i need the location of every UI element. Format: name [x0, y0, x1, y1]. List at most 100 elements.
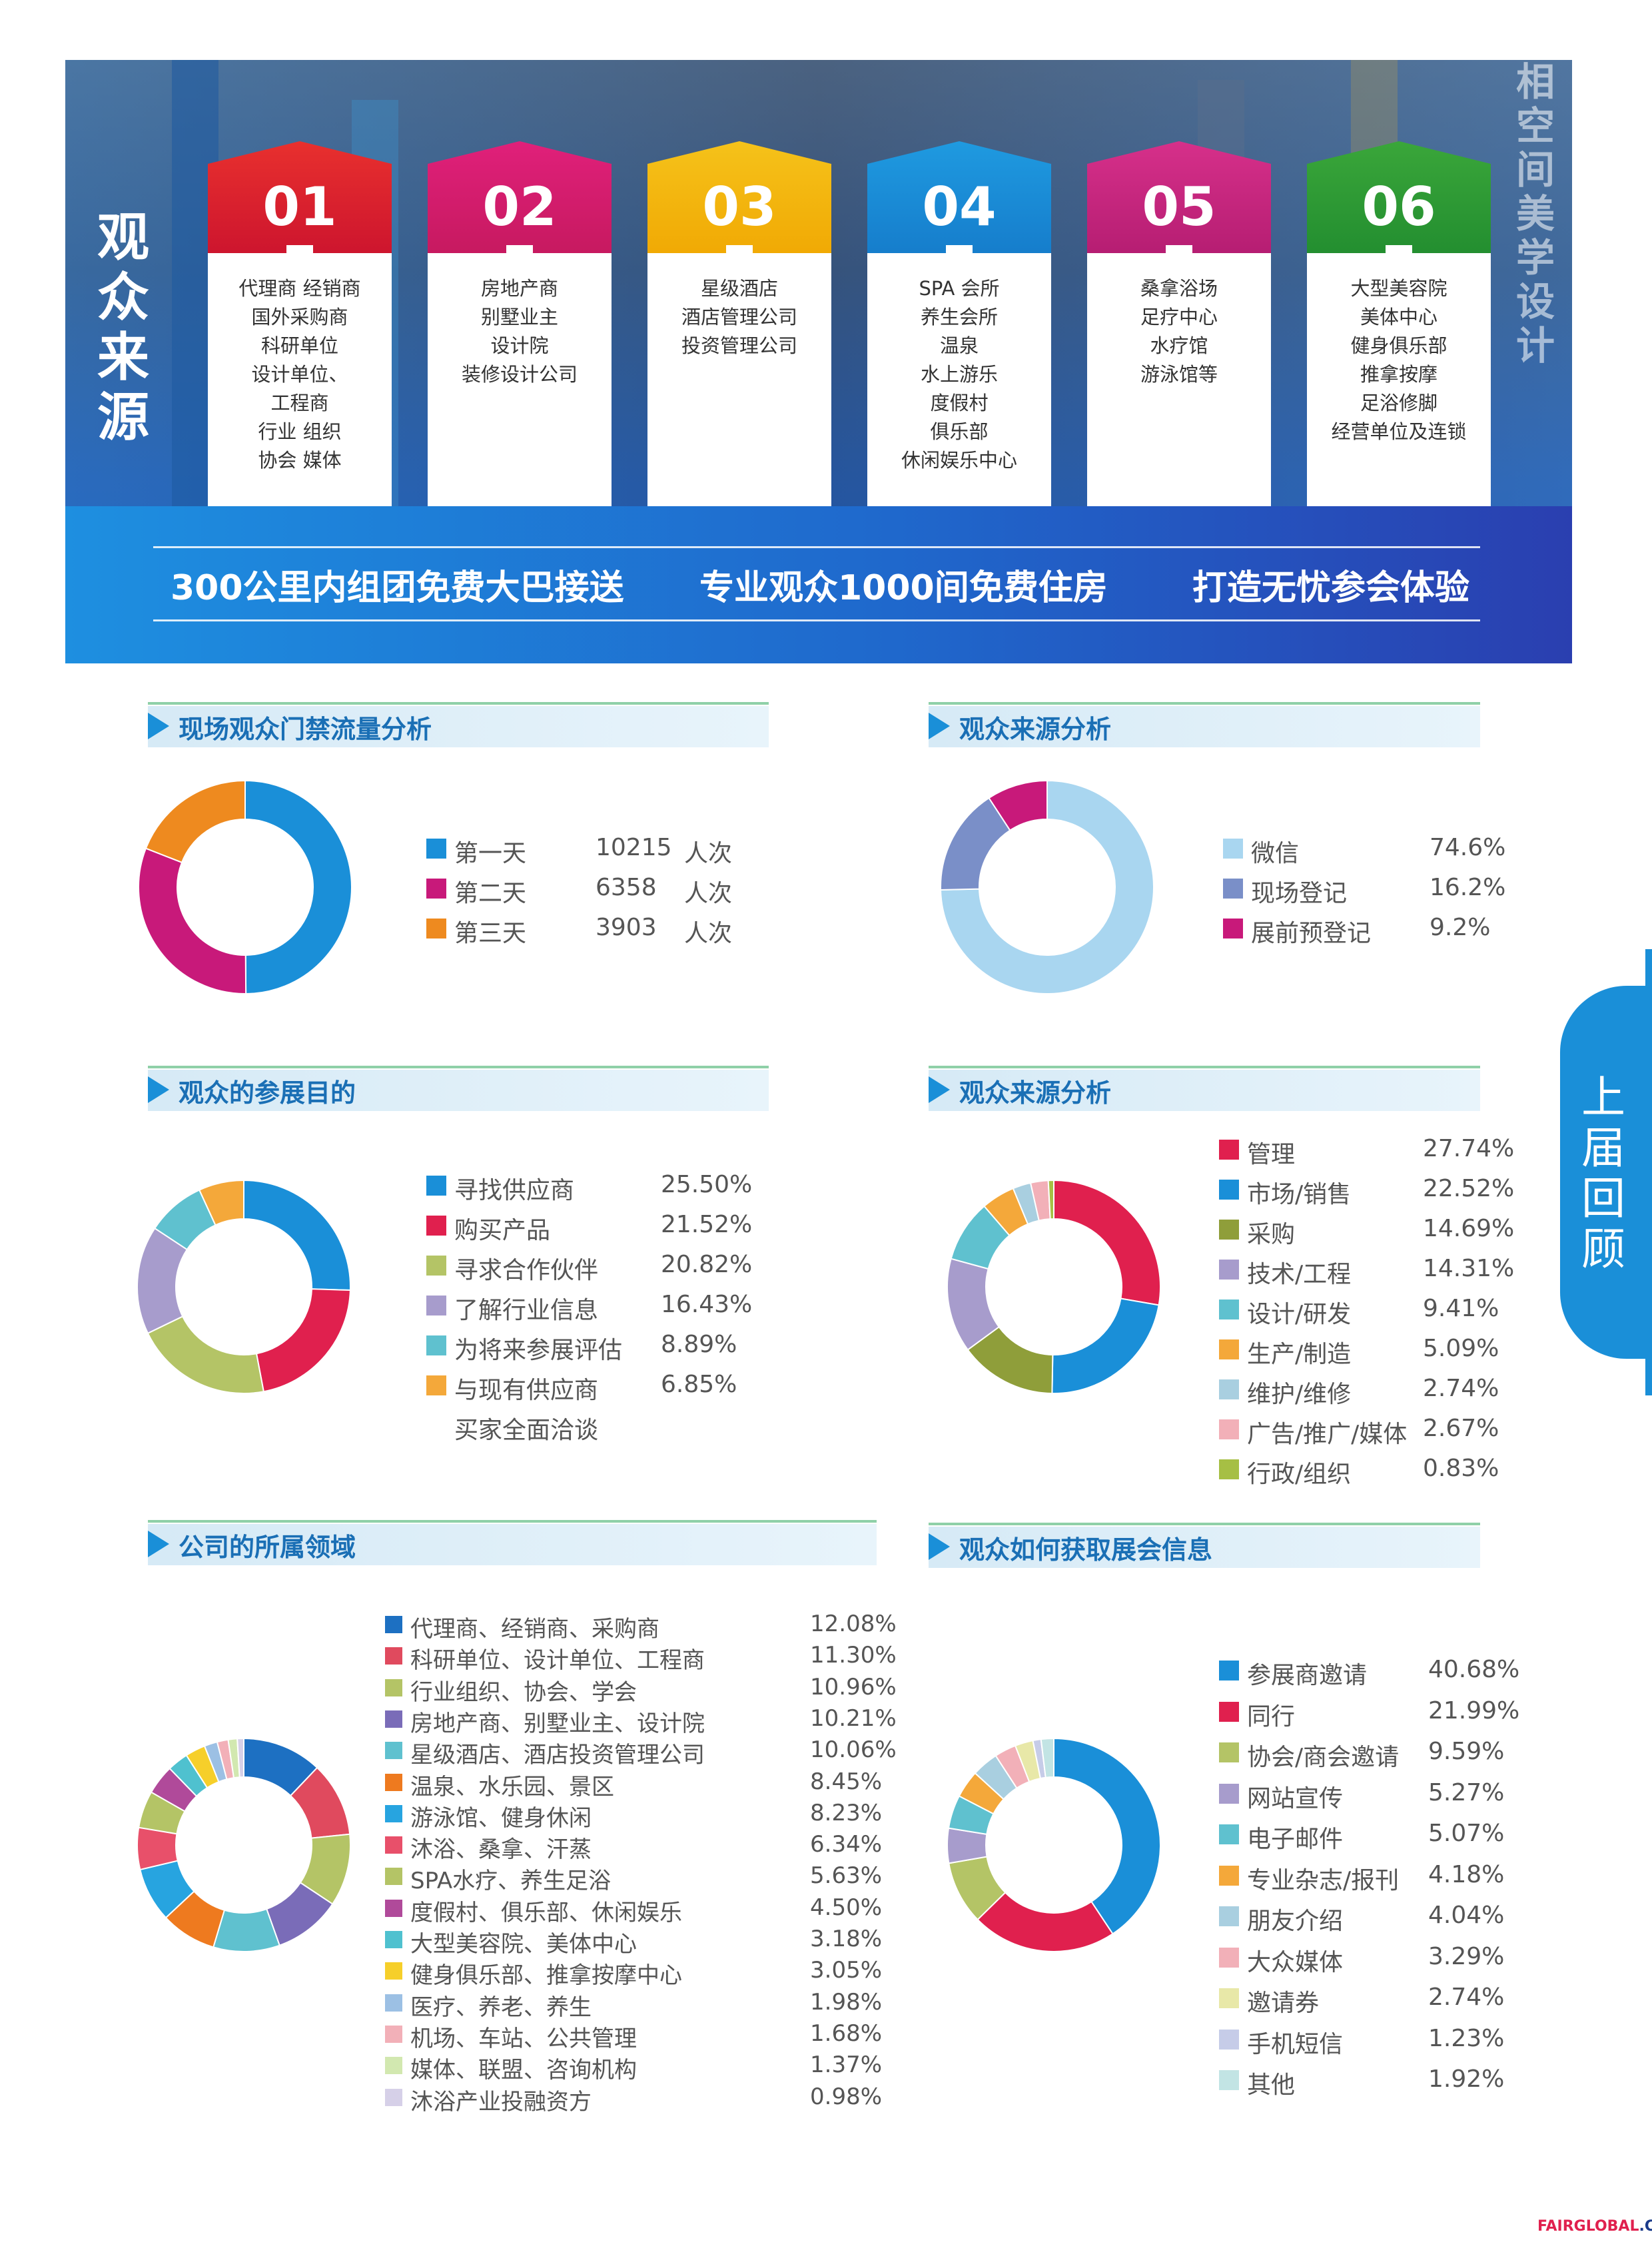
donut-chart-role — [947, 1179, 1161, 1394]
audience-card-01: 01 代理商 经销商 国外采购商 科研单位 设计单位、 工程商 行业 组织 协会 媒体 — [208, 141, 392, 581]
legend-value: 14.31% — [1423, 1255, 1515, 1282]
footer-brand-domain: .COM.CN — [1639, 2218, 1652, 2235]
legend-label: 同行 — [1247, 1702, 1296, 1730]
legend-value: 74.6% — [1430, 834, 1506, 861]
legend-label: 现场登记 — [1251, 880, 1348, 907]
legend-swatch — [1219, 1988, 1239, 2009]
legend-label: 第三天 — [454, 920, 527, 947]
legend-swatch — [426, 919, 446, 939]
side-tab-previous-review: 上届回顾 — [1560, 986, 1652, 1359]
legend-label: 其他 — [1247, 2071, 1296, 2099]
legend-swatch — [1219, 1140, 1239, 1160]
legend-label: 采购 — [1247, 1221, 1296, 1248]
footer-brand: FAIRGLOBAL.COM.CN — [1537, 2218, 1652, 2235]
legend-value: 40.68% — [1428, 1656, 1520, 1683]
card-item: 休闲娱乐中心 — [901, 449, 1017, 472]
legend-swatch — [426, 839, 446, 859]
legend-swatch — [1219, 1459, 1239, 1480]
triangle-icon — [148, 713, 169, 739]
legend-value: 10.06% — [810, 1736, 897, 1764]
card-number: 01 — [262, 176, 337, 238]
legend-swatch — [426, 1256, 446, 1276]
legend-value: 11.30% — [810, 1642, 897, 1669]
triangle-icon — [929, 713, 950, 739]
card-item: 桑拿浴场 — [1140, 277, 1218, 300]
footer-brand-name: FAIRGLOBAL — [1537, 2218, 1639, 2235]
legend-value: 8.45% — [810, 1768, 883, 1795]
legend-value: 2.74% — [1423, 1375, 1499, 1402]
donut-slice-role-0 — [1053, 1179, 1161, 1306]
legend-value: 5.63% — [810, 1862, 883, 1890]
donut-slice-traffic-1 — [138, 847, 247, 994]
legend-label: 寻找供应商 — [454, 1177, 575, 1204]
section-header-source: 观众来源分析 — [929, 702, 1480, 747]
legend-swatch — [385, 1679, 402, 1696]
donut-slice-purpose-0 — [243, 1179, 351, 1292]
legend-swatch — [385, 1804, 402, 1822]
donut-slice-source-0 — [940, 779, 1154, 994]
backdrop-vertical-text: 相空间美学设计 — [1515, 60, 1555, 368]
legend-label: 参展商邀请 — [1247, 1662, 1368, 1689]
legend-value: 25.50% — [661, 1171, 753, 1198]
triangle-icon — [148, 1531, 169, 1557]
card-item: 装修设计公司 — [461, 363, 578, 386]
legend-unit: 人次 — [684, 840, 733, 867]
card-items: 代理商 经销商 国外采购商 科研单位 设计单位、 工程商 行业 组织 协会 媒体 — [208, 274, 392, 475]
legend-label: 广告/推广/媒体 — [1247, 1421, 1408, 1448]
donut-chart-purpose — [137, 1179, 351, 1394]
legend-value: 2.67% — [1423, 1415, 1499, 1442]
legend-swatch — [1219, 1260, 1239, 1280]
legend-value: 5.09% — [1423, 1335, 1499, 1362]
donut-slice-purpose-1 — [255, 1288, 351, 1393]
card-item: 游泳馆等 — [1140, 363, 1218, 386]
legend-swatch — [1223, 919, 1243, 939]
legend-value: 21.52% — [661, 1211, 753, 1238]
card-item: 设计院 — [490, 334, 549, 357]
card-item: 房地产商 — [480, 277, 558, 300]
legend-swatch — [385, 2057, 402, 2075]
card-item: 足浴修脚 — [1360, 392, 1438, 414]
legend-swatch — [1219, 1379, 1239, 1400]
legend-swatch — [1219, 2029, 1239, 2050]
legend-value: 4.50% — [810, 1894, 883, 1921]
legend-swatch — [385, 1616, 402, 1634]
donut-slice-purpose-5 — [198, 1179, 244, 1226]
donut-slice-role-1 — [1051, 1298, 1160, 1394]
legend-value: 1.68% — [810, 2020, 883, 2047]
card-item: 温泉 — [939, 334, 979, 357]
legend-label: 市场/销售 — [1247, 1181, 1352, 1208]
legend-value: 4.18% — [1428, 1860, 1505, 1888]
legend-value: 10.96% — [810, 1673, 897, 1700]
legend-label: 媒体、联盟、咨询机构 — [410, 2057, 637, 2084]
card-number: 06 — [1362, 176, 1436, 238]
card-item: 科研单位 — [260, 334, 338, 357]
legend-label: 医疗、养老、养生 — [410, 1994, 592, 2021]
donut-slice-purpose-2 — [147, 1315, 264, 1394]
legend-swatch — [1219, 1339, 1239, 1360]
legend-label: 与现有供应商 — [454, 1377, 599, 1404]
section-header-traffic: 现场观众门禁流量分析 — [148, 702, 769, 747]
legend-label: 沐浴产业投融资方 — [410, 2088, 592, 2115]
legend-swatch — [385, 1994, 402, 2012]
card-item: 健身俱乐部 — [1350, 334, 1447, 357]
donut-chart-traffic — [138, 779, 352, 995]
legend-value: 3.18% — [810, 1926, 883, 1952]
legend-swatch — [1219, 1783, 1239, 1804]
hero-title: 观众来源 — [97, 208, 149, 448]
section-header-purpose: 观众的参展目的 — [148, 1066, 769, 1111]
legend-swatch — [385, 1899, 402, 1917]
legend-value: 1.92% — [1428, 2065, 1505, 2093]
legend-label: 专业杂志/报刊 — [1247, 1866, 1400, 1894]
card-item: 度假村 — [930, 392, 989, 414]
legend-label: 寻求合作伙伴 — [454, 1257, 599, 1284]
legend-value: 20.82% — [661, 1251, 753, 1278]
legend-unit: 人次 — [684, 920, 733, 947]
slogan-hotel: 专业观众1000间免费住房 — [699, 568, 1108, 608]
card-item: 星级酒店 — [700, 277, 778, 300]
legend-label: 科研单位、设计单位、工程商 — [410, 1647, 705, 1675]
card-item: 足疗中心 — [1140, 306, 1218, 328]
legend-value: 1.23% — [1428, 2024, 1505, 2052]
legend-swatch — [1223, 839, 1243, 859]
card-item: 工程商 — [270, 392, 329, 414]
legend-label: 邀请券 — [1247, 1990, 1320, 2017]
